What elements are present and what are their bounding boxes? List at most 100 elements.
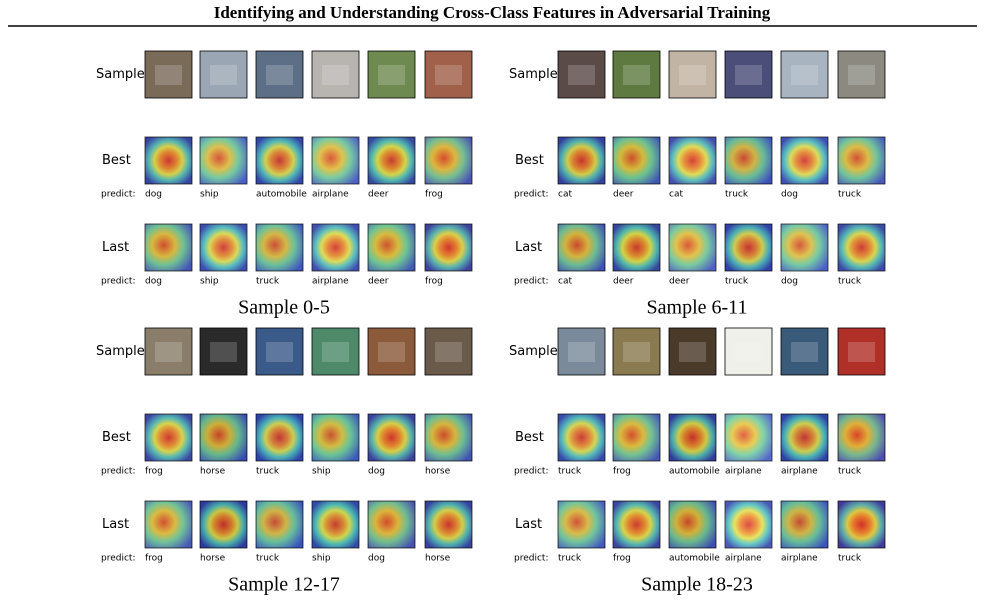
row-label: Sample — [96, 67, 145, 82]
sample-image-detail — [848, 342, 875, 362]
heatmap-image — [780, 500, 829, 549]
sample-image-detail — [791, 342, 818, 362]
predict-label: predict: — [101, 467, 135, 477]
prediction: truck — [838, 190, 862, 200]
prediction: airplane — [312, 190, 349, 200]
prediction: airplane — [781, 467, 818, 477]
heatmap-image — [668, 223, 717, 272]
prediction: ship — [312, 467, 331, 477]
sample-image-detail — [266, 65, 293, 85]
sample-image-detail — [848, 65, 875, 85]
prediction: truck — [256, 277, 280, 287]
heatmap-image — [557, 500, 606, 549]
heatmap-image — [199, 223, 248, 272]
heatmap-image — [255, 223, 304, 272]
sample-image-detail — [155, 342, 182, 362]
heatmap-image — [199, 136, 248, 185]
sample-image-detail — [679, 342, 706, 362]
heatmap-image — [144, 413, 193, 462]
sample-image — [367, 50, 416, 99]
row-label: Last — [102, 517, 129, 532]
heatmap-image — [557, 223, 606, 272]
prediction: cat — [558, 277, 572, 287]
heatmap-image — [724, 223, 773, 272]
sample-image — [837, 50, 886, 99]
sample-image-detail — [210, 65, 237, 85]
sample-image-detail — [210, 342, 237, 362]
prediction: deer — [368, 190, 389, 200]
heatmap-image — [780, 223, 829, 272]
prediction: truck — [838, 277, 862, 287]
prediction: ship — [312, 554, 331, 564]
predict-label: predict: — [101, 190, 135, 200]
heatmap-image — [612, 223, 661, 272]
prediction: frog — [145, 467, 163, 477]
heatmap-image — [668, 413, 717, 462]
panel-caption: Sample 18-23 — [641, 574, 753, 596]
sample-image — [424, 327, 473, 376]
sample-image — [311, 327, 360, 376]
heatmap-image — [144, 136, 193, 185]
heatmap-image — [724, 413, 773, 462]
prediction: horse — [200, 467, 226, 477]
sample-image — [199, 50, 248, 99]
heatmap-image — [311, 136, 360, 185]
panel-caption: Sample 12-17 — [228, 574, 340, 596]
sample-image — [612, 50, 661, 99]
heatmap-image — [255, 500, 304, 549]
sample-image-detail — [679, 65, 706, 85]
heatmap-image — [668, 136, 717, 185]
sample-image — [837, 327, 886, 376]
sample-image-detail — [735, 342, 762, 362]
sample-image — [367, 327, 416, 376]
heatmap-image — [780, 413, 829, 462]
sample-image — [255, 50, 304, 99]
sample-image-detail — [623, 65, 650, 85]
prediction: truck — [725, 277, 749, 287]
sample-image — [557, 327, 606, 376]
sample-image — [144, 50, 193, 99]
heatmap-image — [612, 413, 661, 462]
heatmap-image — [311, 223, 360, 272]
sample-image-detail — [322, 65, 349, 85]
sample-image — [255, 327, 304, 376]
row-label: Best — [515, 153, 544, 168]
heatmap-image — [144, 223, 193, 272]
prediction: deer — [613, 277, 634, 287]
heatmap-image — [668, 500, 717, 549]
prediction: frog — [613, 554, 631, 564]
heatmap-image — [557, 413, 606, 462]
prediction: truck — [725, 190, 749, 200]
heatmap-image — [837, 223, 886, 272]
prediction: ship — [200, 277, 219, 287]
heatmap-image — [199, 413, 248, 462]
prediction: dog — [781, 277, 798, 287]
prediction: truck — [558, 467, 582, 477]
sample-image-detail — [568, 342, 595, 362]
row-label: Last — [515, 240, 542, 255]
sample-image-detail — [791, 65, 818, 85]
prediction: frog — [425, 190, 443, 200]
sample-image — [199, 327, 248, 376]
sample-image — [780, 327, 829, 376]
prediction: ship — [200, 190, 219, 200]
sample-image-detail — [378, 65, 405, 85]
row-label: Sample — [96, 344, 145, 359]
predict-label: predict: — [101, 554, 135, 564]
predict-label: predict: — [101, 277, 135, 287]
prediction: dog — [145, 190, 162, 200]
heatmap-image — [367, 500, 416, 549]
sample-image-detail — [155, 65, 182, 85]
heatmap-image — [837, 413, 886, 462]
sample-image-detail — [623, 342, 650, 362]
predict-label: predict: — [514, 467, 548, 477]
sample-image — [780, 50, 829, 99]
heatmap-image — [557, 136, 606, 185]
sample-image — [612, 327, 661, 376]
heatmap-image — [424, 500, 473, 549]
heatmap-image — [724, 500, 773, 549]
sample-image — [668, 327, 717, 376]
prediction: truck — [838, 554, 862, 564]
prediction: horse — [200, 554, 226, 564]
